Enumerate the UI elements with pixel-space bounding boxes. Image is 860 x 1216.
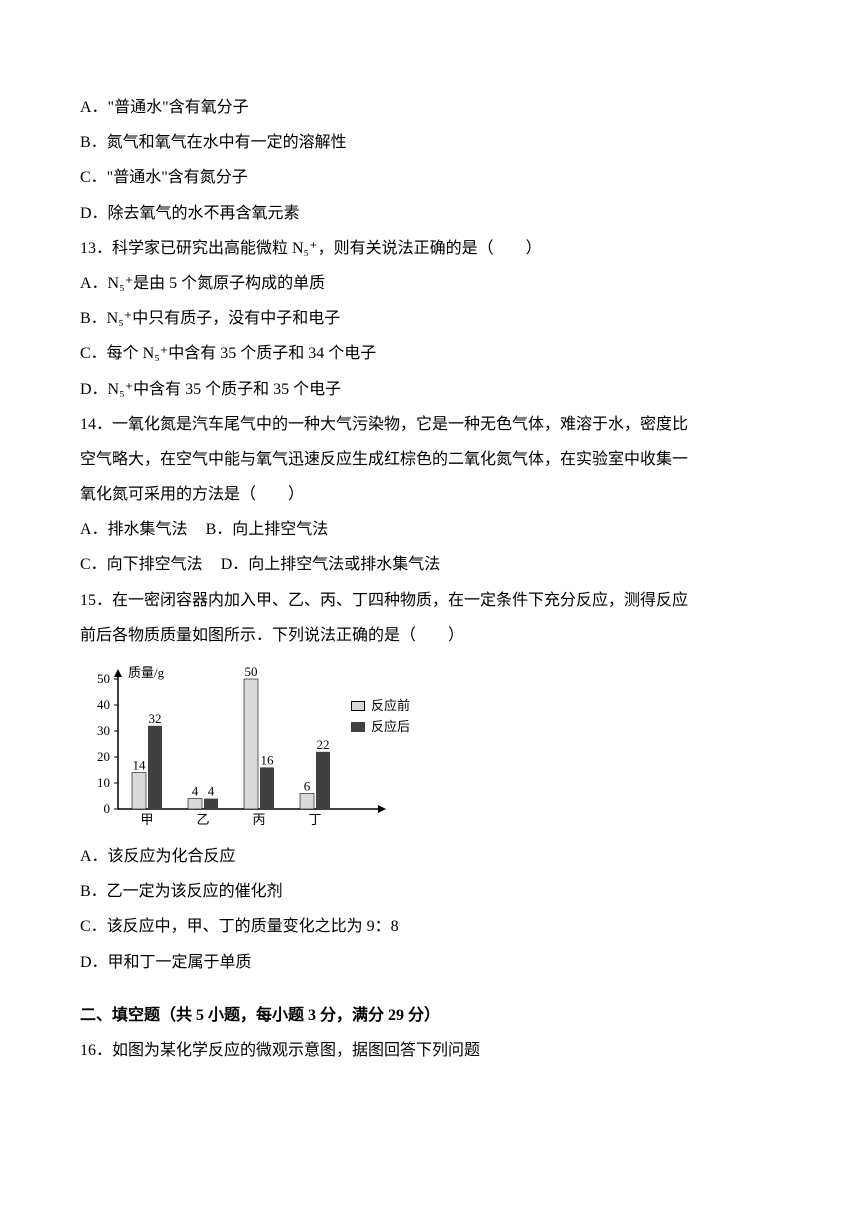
q12-option-a: A．"普通水"含有氧分子 xyxy=(80,90,780,125)
legend-label-after: 反应后 xyxy=(371,717,410,738)
q14-stem-line2: 空气略大，在空气中能与氧气迅速反应生成红棕色的二氧化氮气体，在实验室中收集一 xyxy=(80,442,780,477)
svg-text:甲: 甲 xyxy=(140,812,153,827)
q15-option-c: C．该反应中，甲、丁的质量变化之比为 9：8 xyxy=(80,909,780,944)
svg-text:30: 30 xyxy=(97,723,110,738)
legend-swatch-after xyxy=(351,722,365,732)
q13-option-c: C．每个 N₅⁺中含有 35 个质子和 34 个电子 xyxy=(80,336,780,371)
q15-stem-line1: 15．在一密闭容器内加入甲、乙、丙、丁四种物质，在一定条件下充分反应，测得反应 xyxy=(80,583,780,618)
q13-option-a: A．N₅⁺是由 5 个氮原子构成的单质 xyxy=(80,266,780,301)
q12-option-d: D．除去氧气的水不再含氧元素 xyxy=(80,196,780,231)
q13-option-d: D．N₅⁺中含有 35 个质子和 35 个电子 xyxy=(80,372,780,407)
svg-text:4: 4 xyxy=(192,784,199,799)
svg-text:50: 50 xyxy=(97,671,110,686)
svg-text:乙: 乙 xyxy=(196,812,209,827)
q15-stem-line2: 前后各物质质量如图所示．下列说法正确的是（ ） xyxy=(80,618,780,653)
svg-text:质量/g: 质量/g xyxy=(128,665,165,680)
q14-option-a: A．排水集气法 xyxy=(80,512,188,547)
svg-text:0: 0 xyxy=(104,801,111,816)
svg-text:22: 22 xyxy=(317,737,330,752)
q14-stem-line1: 14．一氧化氮是汽车尾气中的一种大气污染物，它是一种无色气体，难溶于水，密度比 xyxy=(80,407,780,442)
chart-legend: 反应前 反应后 xyxy=(351,696,410,738)
q12-option-c: C．"普通水"含有氮分子 xyxy=(80,160,780,195)
q15-option-a: A．该反应为化合反应 xyxy=(80,839,780,874)
q14-option-d: D．向上排空气法或排水集气法 xyxy=(221,547,441,582)
q16-stem: 16．如图为某化学反应的微观示意图，据图回答下列问题 xyxy=(80,1033,780,1068)
mass-bar-chart: 质量/g 0 10 20 30 40 50 14 32 甲 44 乙 50 16 丙 6 22 丁 反应前 反应后 xyxy=(70,661,430,831)
legend-swatch-before xyxy=(351,701,365,711)
q15-option-b: B．乙一定为该反应的催化剂 xyxy=(80,874,780,909)
svg-text:丁: 丁 xyxy=(308,812,321,827)
svg-text:6: 6 xyxy=(304,778,311,793)
q14-option-c: C．向下排空气法 xyxy=(80,547,203,582)
svg-text:10: 10 xyxy=(97,775,110,790)
svg-text:4: 4 xyxy=(208,784,215,799)
q15-option-d: D．甲和丁一定属于单质 xyxy=(80,945,780,980)
q13-stem: 13．科学家已研究出高能微粒 N₅⁺，则有关说法正确的是（ ） xyxy=(80,231,780,266)
svg-text:16: 16 xyxy=(261,752,275,767)
svg-text:20: 20 xyxy=(97,749,110,764)
svg-text:50: 50 xyxy=(245,664,258,679)
svg-text:32: 32 xyxy=(149,711,162,726)
q14-option-b: B．向上排空气法 xyxy=(206,512,329,547)
section2-header: 二、填空题（共 5 小题，每小题 3 分，满分 29 分） xyxy=(80,998,780,1033)
svg-text:丙: 丙 xyxy=(252,812,265,827)
q14-stem-line3: 氧化氮可采用的方法是（ ） xyxy=(80,477,780,512)
svg-text:14: 14 xyxy=(133,758,147,773)
svg-text:40: 40 xyxy=(97,697,110,712)
q13-option-b: B．N₅⁺中只有质子，没有中子和电子 xyxy=(80,301,780,336)
q12-option-b: B．氮气和氧气在水中有一定的溶解性 xyxy=(80,125,780,160)
legend-label-before: 反应前 xyxy=(371,696,410,717)
